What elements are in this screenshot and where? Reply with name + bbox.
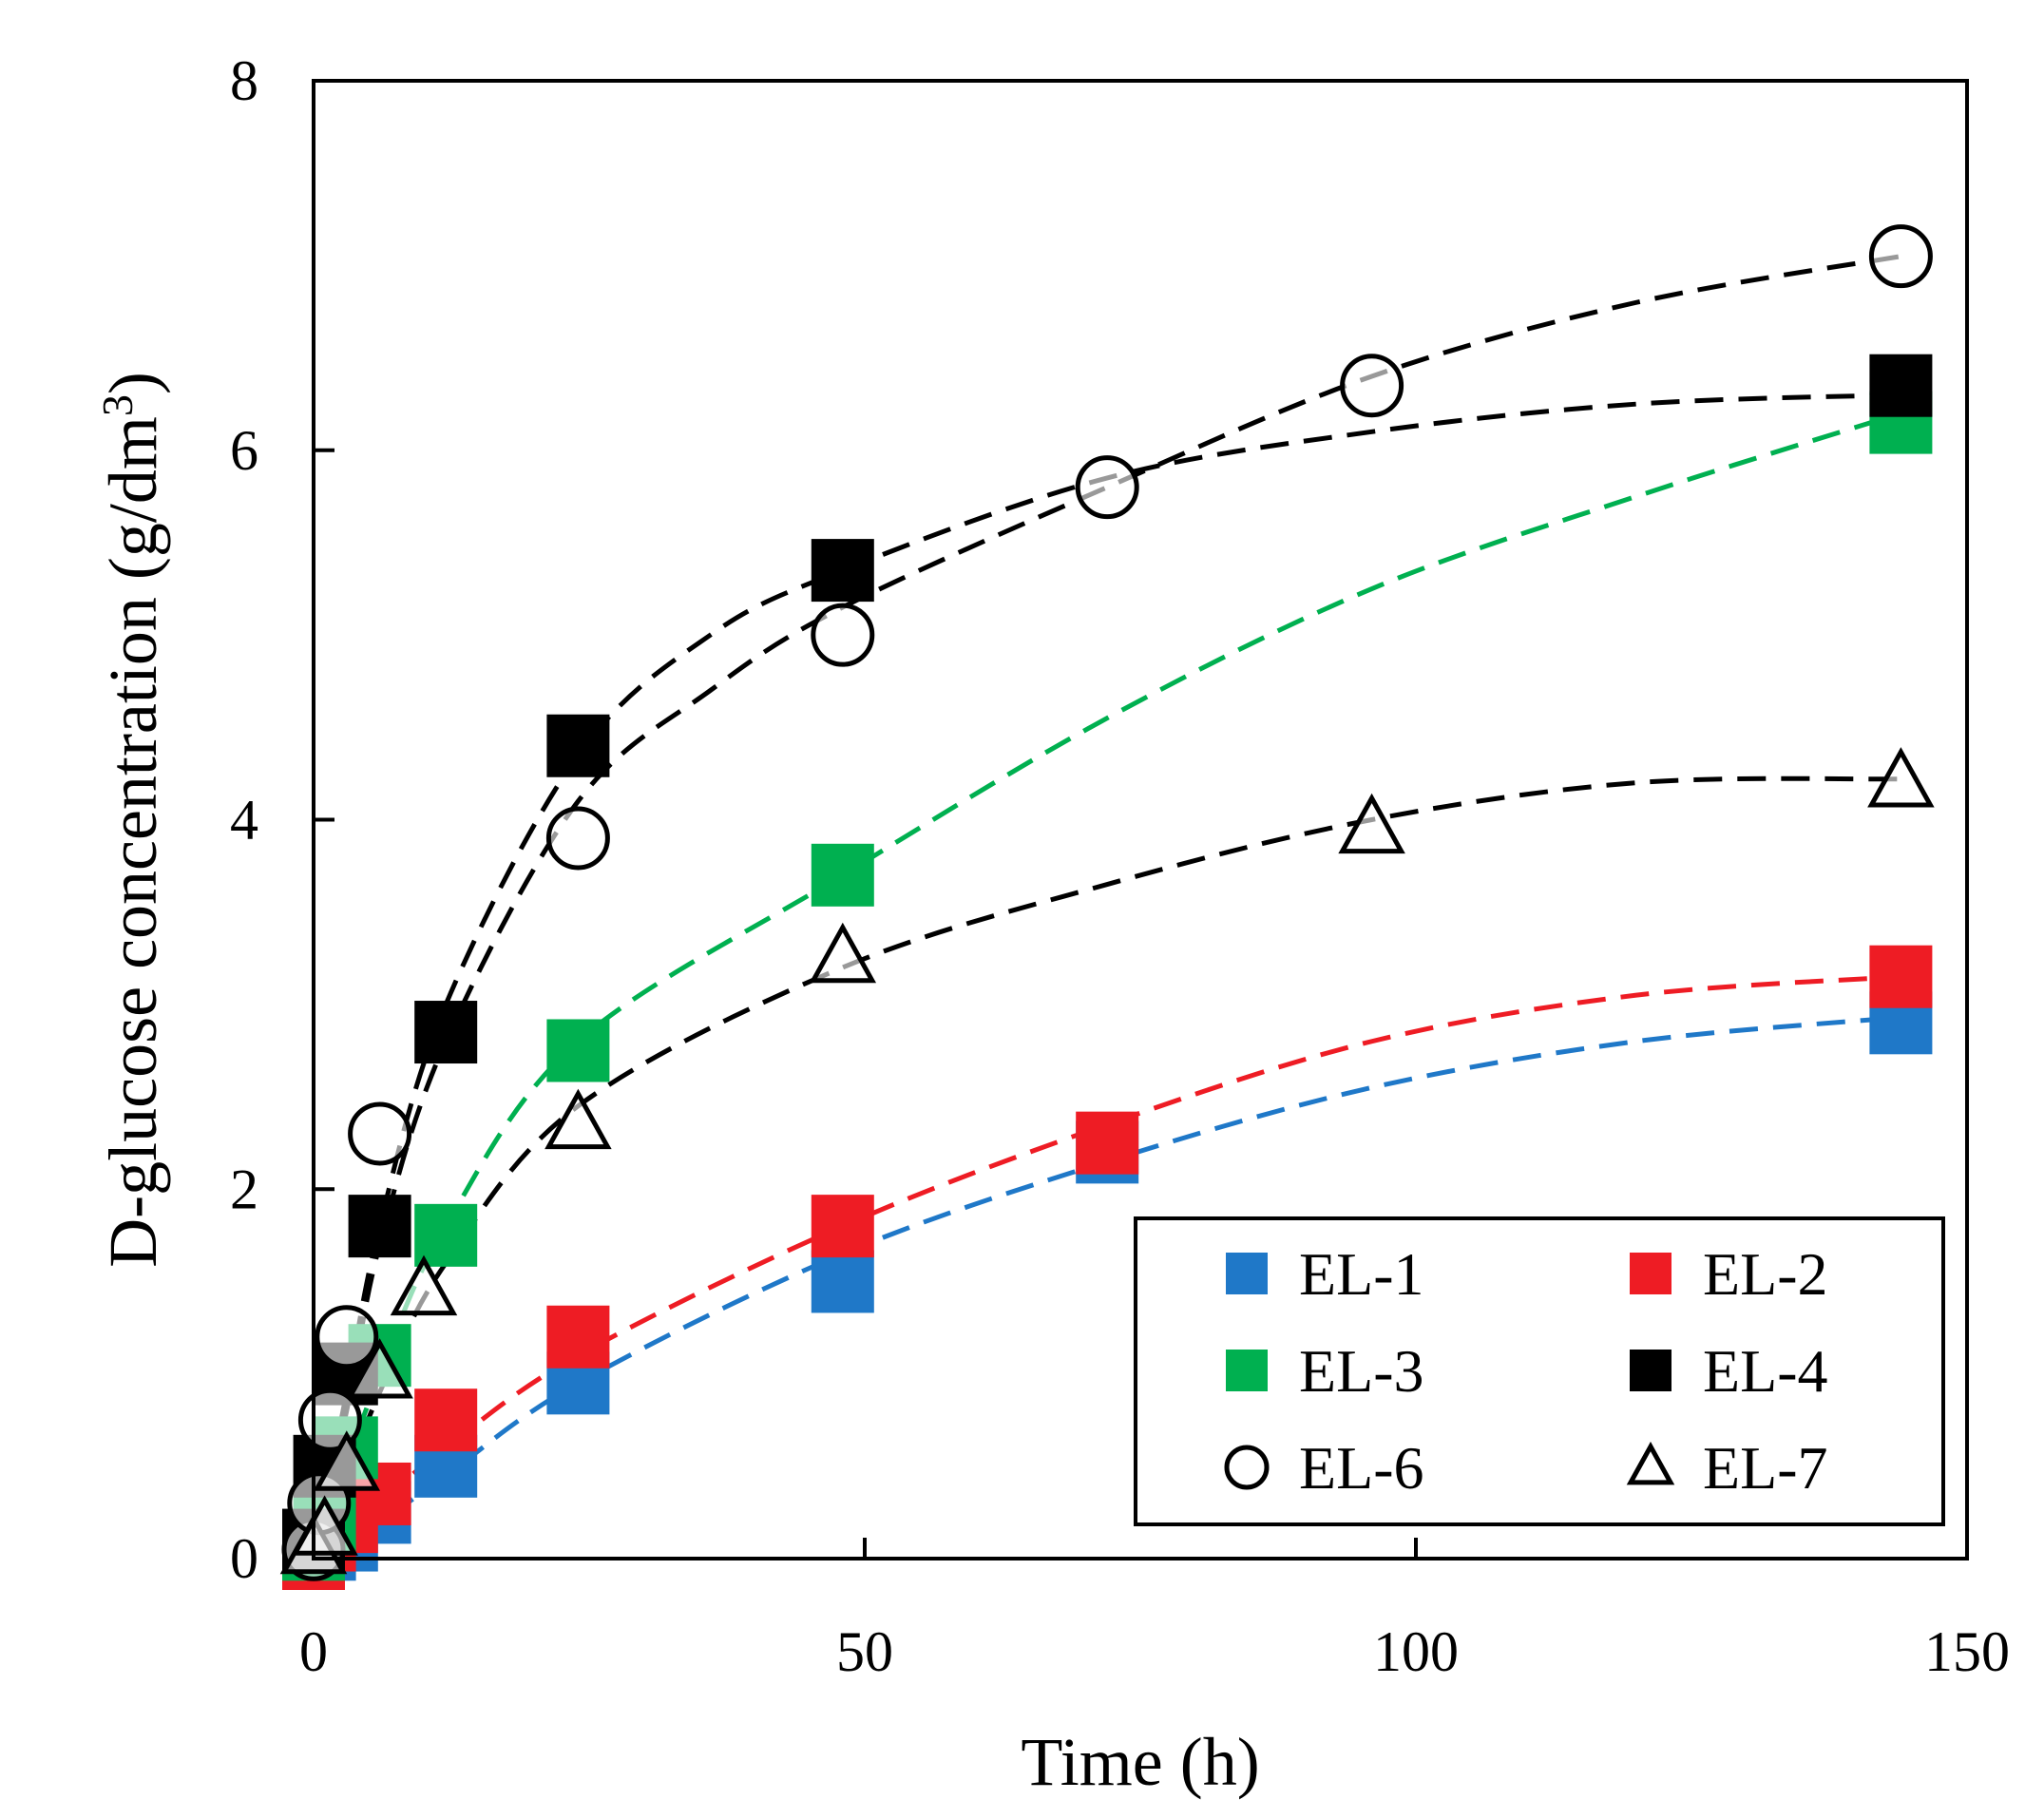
point-el-6 [545,806,610,871]
point-el-6 [1868,224,1933,289]
legend-label-el-6: EL-6 [1299,1434,1424,1502]
point-el-7 [1867,747,1935,808]
point-el-7 [291,1495,358,1556]
y-tick-label: 8 [230,49,258,112]
x-tick-label: 100 [1373,1620,1459,1683]
y-axis-title-superscript: 3 [93,394,142,416]
point-el-3 [414,1203,478,1267]
legend-label-el-2: EL-2 [1703,1240,1828,1308]
x-tick-label: 50 [836,1620,893,1683]
point-el-4 [811,539,874,603]
y-axis-title-close: ) [95,372,171,394]
point-el-6 [315,1305,379,1369]
point-el-2 [546,1305,610,1369]
y-tick-label: 4 [230,789,258,852]
legend-label-el-4: EL-4 [1703,1337,1828,1405]
legend-label-el-1: EL-1 [1299,1240,1424,1308]
y-tick-label: 6 [230,419,258,482]
legend-box [1134,1216,1945,1526]
axes-layer: 0 50 100 150 0 2 4 6 8 [230,49,2010,1683]
legend-label-el-3: EL-3 [1299,1337,1424,1405]
point-el-2 [1076,1111,1139,1175]
point-el-6 [1340,354,1404,418]
legend-marker-el-2 [1630,1253,1671,1294]
y-axis-title: D-glucose concentration (g/dm3) [93,372,172,1268]
point-el-2 [414,1388,478,1452]
point-el-7 [1338,793,1405,854]
legend-marker-el-7 [1626,1441,1675,1485]
fit-line-el-2 [312,974,1901,1561]
legend-marker-el-4 [1630,1350,1671,1391]
point-el-7 [313,1430,381,1491]
point-el-7 [346,1338,413,1399]
point-el-4 [414,1001,478,1064]
legend-marker-el-6 [1224,1445,1270,1490]
x-tick-label: 150 [1924,1620,2010,1683]
point-el-3 [546,1019,610,1082]
point-el-4 [348,1195,411,1258]
point-el-1 [811,1250,874,1313]
point-el-7 [390,1254,458,1316]
x-axis-title: Time (h) [1021,1724,1259,1800]
legend-marker-el-3 [1226,1350,1268,1391]
point-el-7 [544,1088,612,1150]
fit-line-el-7 [311,775,1901,1560]
y-tick-label: 0 [230,1527,258,1590]
point-el-6 [348,1101,412,1166]
point-el-2 [1869,945,1933,1008]
point-el-6 [1075,455,1139,520]
point-el-2 [811,1195,874,1258]
markers-layer [279,224,1935,1590]
point-el-4 [546,714,610,777]
x-tick-label: 0 [299,1620,328,1683]
legend: EL-1 EL-2 EL-3 EL-4 EL-6 EL-7 [1134,1216,1945,1526]
point-el-4 [1869,354,1933,417]
y-tick-label: 2 [230,1158,258,1220]
legend-label-el-7: EL-7 [1703,1434,1828,1502]
point-el-3 [811,843,874,907]
y-axis-title-main: D-glucose concentration (g/dm [95,416,171,1268]
point-el-6 [811,603,875,667]
legend-marker-el-1 [1226,1253,1268,1294]
point-el-7 [809,922,877,984]
